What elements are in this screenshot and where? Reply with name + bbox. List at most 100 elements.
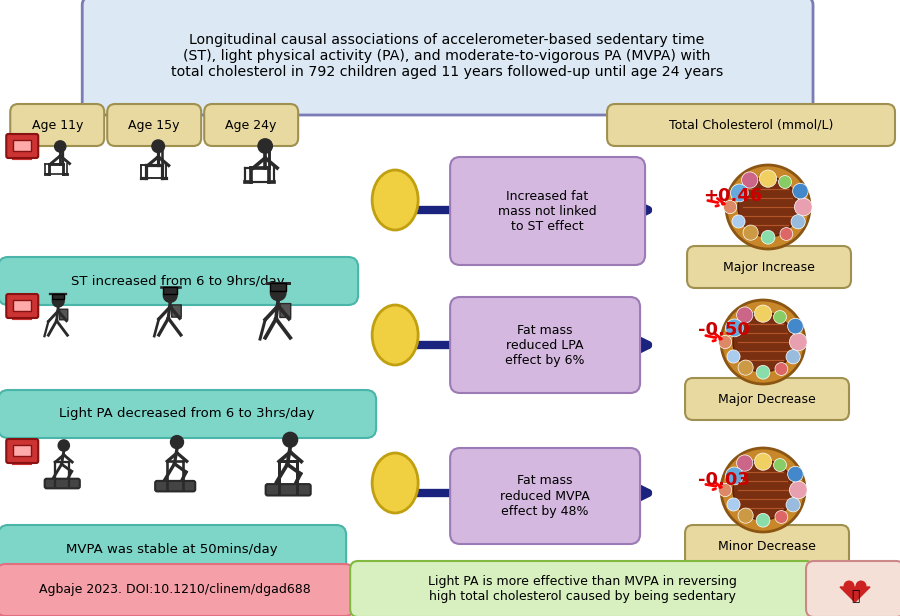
FancyBboxPatch shape xyxy=(204,104,298,146)
Text: Age 15y: Age 15y xyxy=(129,118,180,131)
Circle shape xyxy=(152,140,165,153)
Circle shape xyxy=(843,580,854,591)
FancyBboxPatch shape xyxy=(14,140,32,151)
Text: Fat mass
reduced MVPA
effect by 48%: Fat mass reduced MVPA effect by 48% xyxy=(500,474,590,517)
Circle shape xyxy=(732,215,745,228)
Circle shape xyxy=(721,448,805,532)
Circle shape xyxy=(726,165,810,249)
Circle shape xyxy=(738,177,798,237)
FancyBboxPatch shape xyxy=(59,309,68,320)
Circle shape xyxy=(756,365,770,379)
Circle shape xyxy=(775,511,788,524)
Circle shape xyxy=(788,466,803,482)
Circle shape xyxy=(795,198,812,216)
FancyBboxPatch shape xyxy=(14,445,32,456)
Text: Major Decrease: Major Decrease xyxy=(718,392,816,405)
Circle shape xyxy=(258,139,273,153)
Text: MVPA was stable at 50mins/day: MVPA was stable at 50mins/day xyxy=(67,543,278,556)
Circle shape xyxy=(761,230,775,244)
Circle shape xyxy=(270,285,286,301)
Text: Minor Decrease: Minor Decrease xyxy=(718,540,816,553)
FancyBboxPatch shape xyxy=(45,479,80,488)
Circle shape xyxy=(786,350,800,364)
Circle shape xyxy=(743,225,758,240)
Circle shape xyxy=(733,312,793,372)
Circle shape xyxy=(789,481,807,499)
FancyBboxPatch shape xyxy=(107,104,202,146)
FancyBboxPatch shape xyxy=(280,304,291,317)
FancyBboxPatch shape xyxy=(10,104,104,146)
Circle shape xyxy=(791,214,806,229)
Text: Major Increase: Major Increase xyxy=(723,261,815,274)
Circle shape xyxy=(727,498,740,511)
Text: 🐾: 🐾 xyxy=(850,589,860,603)
Text: Total Cholesterol (mmol/L): Total Cholesterol (mmol/L) xyxy=(669,118,833,131)
FancyBboxPatch shape xyxy=(6,294,38,318)
Polygon shape xyxy=(840,587,870,602)
Circle shape xyxy=(742,172,758,188)
FancyBboxPatch shape xyxy=(52,293,64,299)
FancyBboxPatch shape xyxy=(0,390,376,438)
FancyBboxPatch shape xyxy=(266,484,310,495)
Circle shape xyxy=(58,440,69,451)
FancyBboxPatch shape xyxy=(155,481,195,492)
Ellipse shape xyxy=(372,170,418,230)
Text: Fat mass
reduced LPA
effect by 6%: Fat mass reduced LPA effect by 6% xyxy=(505,323,585,367)
Text: Light PA decreased from 6 to 3hrs/day: Light PA decreased from 6 to 3hrs/day xyxy=(59,408,315,421)
Circle shape xyxy=(718,484,732,496)
Circle shape xyxy=(52,295,64,307)
Circle shape xyxy=(738,360,753,375)
Circle shape xyxy=(725,319,743,337)
Circle shape xyxy=(780,227,793,240)
Circle shape xyxy=(773,310,787,323)
FancyBboxPatch shape xyxy=(0,525,346,573)
Text: Longitudinal causal associations of accelerometer-based sedentary time
(ST), lig: Longitudinal causal associations of acce… xyxy=(171,33,724,79)
Circle shape xyxy=(736,307,753,323)
FancyBboxPatch shape xyxy=(350,561,814,616)
FancyBboxPatch shape xyxy=(450,297,640,393)
Text: Age 24y: Age 24y xyxy=(226,118,277,131)
Text: Age 11y: Age 11y xyxy=(32,118,83,131)
Circle shape xyxy=(775,363,788,375)
Circle shape xyxy=(786,498,800,512)
Circle shape xyxy=(738,508,753,523)
Circle shape xyxy=(789,333,807,351)
Circle shape xyxy=(718,335,732,349)
Circle shape xyxy=(793,184,808,199)
FancyBboxPatch shape xyxy=(450,157,645,265)
Circle shape xyxy=(756,513,770,527)
Text: Agbaje 2023. DOI:10.1210/clinem/dgad688: Agbaje 2023. DOI:10.1210/clinem/dgad688 xyxy=(40,583,311,596)
FancyBboxPatch shape xyxy=(685,525,849,567)
Circle shape xyxy=(727,350,740,363)
FancyBboxPatch shape xyxy=(806,561,900,616)
Ellipse shape xyxy=(372,305,418,365)
Circle shape xyxy=(170,436,184,448)
Circle shape xyxy=(736,455,753,471)
Circle shape xyxy=(856,580,867,591)
Circle shape xyxy=(778,176,791,188)
FancyBboxPatch shape xyxy=(685,378,849,420)
Circle shape xyxy=(725,467,743,485)
Circle shape xyxy=(733,460,793,520)
Text: -0.03: -0.03 xyxy=(698,471,750,489)
FancyBboxPatch shape xyxy=(0,564,353,616)
Text: -0.50: -0.50 xyxy=(698,321,750,339)
Circle shape xyxy=(760,170,777,187)
Circle shape xyxy=(283,432,298,447)
Circle shape xyxy=(731,184,748,202)
FancyBboxPatch shape xyxy=(172,305,181,317)
Circle shape xyxy=(788,318,803,334)
Text: Increased fat
mass not linked
to ST effect: Increased fat mass not linked to ST effe… xyxy=(498,190,597,232)
Circle shape xyxy=(754,453,771,470)
Circle shape xyxy=(724,200,737,214)
Text: Light PA is more effective than MVPA in reversing
high total cholesterol caused : Light PA is more effective than MVPA in … xyxy=(428,575,736,603)
Circle shape xyxy=(754,305,771,322)
Circle shape xyxy=(773,458,787,471)
Text: +0.46: +0.46 xyxy=(703,187,762,205)
FancyBboxPatch shape xyxy=(450,448,640,544)
FancyBboxPatch shape xyxy=(14,300,32,311)
FancyBboxPatch shape xyxy=(82,0,813,115)
Ellipse shape xyxy=(372,453,418,513)
Circle shape xyxy=(721,300,805,384)
FancyBboxPatch shape xyxy=(6,439,38,463)
